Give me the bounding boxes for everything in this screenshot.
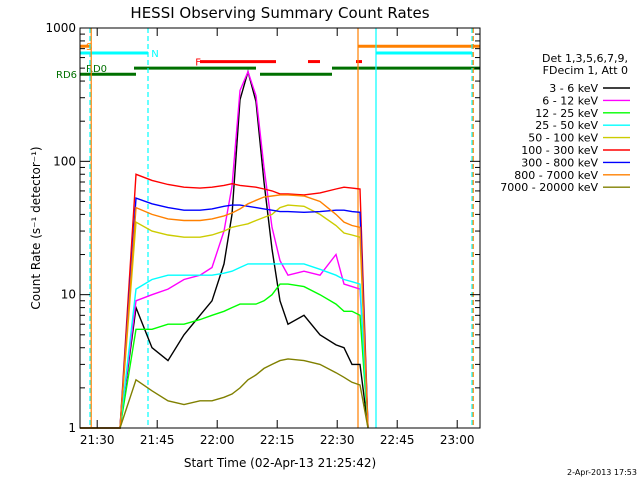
legend-entry-2: 12 - 25 keV	[535, 107, 598, 120]
flag-label-4: RD6	[56, 70, 77, 81]
series-line-0	[80, 69, 369, 429]
flag-bars: S N F RD0 RD6	[56, 42, 480, 81]
vertical-markers	[89, 28, 474, 428]
x-axis-label: Start Time (02-Apr-13 21:25:42)	[184, 456, 376, 470]
legend-entry-3: 25 - 50 keV	[535, 119, 598, 132]
x-axis: 21:30 21:45 22:00 22:15 22:30 22:45 23:00	[80, 28, 475, 447]
series-line-2	[80, 283, 369, 429]
flag-label-3: RD0	[86, 64, 107, 75]
legend-entry-6: 300 - 800 keV	[521, 156, 598, 169]
series-line-3	[80, 263, 369, 429]
legend-entry-5: 100 - 300 keV	[521, 144, 598, 157]
legend-entry-0: 3 - 6 keV	[549, 82, 598, 95]
series-line-5	[80, 173, 369, 429]
series-line-6	[80, 197, 369, 429]
y-axis: 1 10 100 1000	[45, 21, 480, 435]
legend-header-0: Det 1,3,5,6,7,9,	[542, 52, 628, 65]
x-tick-label-5: 22:45	[380, 433, 415, 447]
legend-header-1: FDecim 1, Att 0	[543, 64, 628, 77]
series-line-1	[80, 69, 369, 429]
x-tick-label-2: 22:00	[200, 433, 235, 447]
legend-entry-8: 7000 - 20000 keV	[500, 181, 598, 194]
plot-frame	[79, 27, 481, 429]
y-axis-label: Count Rate (s⁻¹ detector⁻¹)	[29, 146, 43, 309]
timestamp: 2-Apr-2013 17:53	[567, 468, 637, 477]
flag-label-0: S	[86, 42, 92, 53]
series-line-8	[80, 358, 369, 429]
legend: Det 1,3,5,6,7,9,FDecim 1, Att 0 3 - 6 keV…	[500, 52, 630, 194]
y-tick-label-0: 1	[68, 421, 76, 435]
series-line-7	[80, 194, 369, 429]
series-lines	[80, 69, 369, 429]
x-tick-label-0: 21:30	[80, 433, 115, 447]
y-tick-label-1: 10	[61, 288, 76, 302]
y-tick-label-2: 100	[53, 154, 76, 168]
legend-entry-7: 800 - 7000 keV	[514, 169, 598, 182]
series-line-4	[80, 204, 369, 429]
flag-label-2: F	[195, 58, 201, 69]
flag-label-1: N	[151, 49, 158, 60]
legend-entry-1: 6 - 12 keV	[542, 94, 598, 107]
x-tick-label-1: 21:45	[140, 433, 175, 447]
x-tick-label-6: 23:00	[440, 433, 475, 447]
x-tick-label-3: 22:15	[260, 433, 295, 447]
y-tick-label-3: 1000	[45, 21, 76, 35]
x-tick-label-4: 22:30	[320, 433, 355, 447]
chart-title: HESSI Observing Summary Count Rates	[130, 4, 429, 22]
legend-entry-4: 50 - 100 keV	[528, 132, 598, 145]
